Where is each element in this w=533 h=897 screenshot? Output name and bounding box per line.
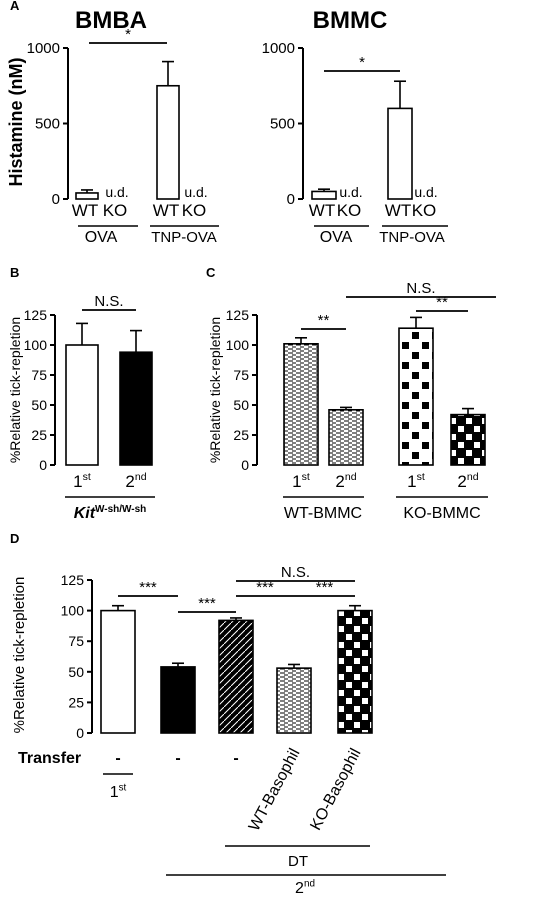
panel-b-y-tick-label: 25 — [31, 427, 47, 443]
panel-a2-title: BMMC — [313, 7, 388, 34]
panel-c-y-tick-label: 0 — [241, 457, 249, 473]
panel-b-x-label: 1st — [73, 471, 91, 491]
panel-c-group-label: KO-BMMC — [403, 505, 480, 522]
panel-a-group-label: TNP-OVA — [151, 229, 217, 246]
panel-c-y-tick-label: 125 — [226, 307, 250, 323]
panel-b-bar — [119, 351, 153, 466]
panel-c-x-label: 2nd — [335, 471, 356, 491]
panel-c-significance-label: N.S. — [406, 280, 435, 297]
panel-a-y-tick-label: 0 — [52, 191, 60, 208]
panel-c-x-label: 2nd — [457, 471, 478, 491]
panel-letter: C — [206, 265, 216, 280]
panel-a2-bar — [311, 190, 337, 200]
panel-c-y-tick-label: 75 — [233, 367, 249, 383]
panel-c-significance-label: ** — [318, 312, 330, 329]
panel-a-x-label: KO — [182, 201, 207, 220]
panel-a2-ud-label: u.d. — [339, 184, 362, 200]
panel-a-y-tick-label: 500 — [35, 116, 60, 133]
panel-c-bar — [328, 408, 364, 466]
panel-a-x-label: WT — [72, 201, 98, 220]
panel-a-y-tick-label: 1000 — [27, 40, 60, 57]
panel-c-x-label: 1st — [407, 471, 425, 491]
panel-c-bar — [398, 327, 434, 466]
panel-c-y-tick-label: 100 — [226, 337, 250, 353]
panel-a2-x-label: KO — [337, 201, 362, 220]
panel-d-y-tick-label: 100 — [61, 603, 85, 619]
panel-d-y-label: %Relative tick-repletion — [11, 577, 28, 734]
panel-a2-x-label: WT — [385, 201, 411, 220]
panel-d-bar — [337, 609, 373, 734]
panel-d-y-tick-label: 25 — [68, 694, 84, 710]
panel-b-y-tick-label: 125 — [24, 307, 48, 323]
panel-a-ud-label: u.d. — [184, 184, 207, 200]
panel-b-significance-label: N.S. — [94, 293, 123, 310]
panel-c-bar — [283, 342, 319, 466]
panel-a-bar — [75, 192, 99, 200]
panel-letter: D — [10, 531, 19, 546]
panel-d-transfer-label: - — [233, 750, 238, 767]
panel-a2-group-label: TNP-OVA — [379, 229, 445, 246]
panel-a-bar — [156, 84, 180, 200]
panel-d-significance-label: *** — [139, 579, 157, 596]
panel-d-bar — [100, 609, 136, 734]
panel-d-row-label: Transfer — [18, 750, 81, 767]
panel-d-transfer-label: - — [115, 750, 120, 767]
panel-b-y-tick-label: 0 — [39, 457, 47, 473]
panel-d-second-label: 2nd — [295, 878, 315, 897]
panel-c-significance-label: ** — [436, 294, 448, 311]
panel-a2-group-label: OVA — [320, 229, 353, 246]
panel-a2-x-label: WT — [309, 201, 335, 220]
panel-a-y-label: Histamine (nM) — [6, 57, 26, 186]
panel-d-y-tick-label: 75 — [68, 633, 84, 649]
panel-b-x-label: 2nd — [125, 471, 146, 491]
panel-d-significance-label: *** — [316, 579, 334, 596]
panel-d-transfer-label: KO-Basophil — [307, 746, 364, 833]
panel-d-transfer-label: - — [175, 750, 180, 767]
panel-c-group-label: WT-BMMC — [284, 505, 362, 522]
panel-letter: B — [10, 265, 19, 280]
panel-d-dt-label: DT — [288, 853, 308, 870]
panel-d-significance-label: *** — [198, 595, 216, 612]
panel-d-bar — [160, 666, 196, 734]
panel-a2-significance-label: * — [359, 54, 365, 71]
panel-b-group-label: KitW-sh/W-sh — [74, 504, 147, 522]
panel-c-y-tick-label: 50 — [233, 397, 249, 413]
panel-c-y-label: %Relative tick-repletion — [207, 317, 223, 463]
panel-b-y-tick-label: 75 — [31, 367, 47, 383]
panel-b-y-label: %Relative tick-repletion — [7, 317, 23, 463]
panel-d-transfer-label: WT-Basophil — [246, 746, 304, 834]
panel-d-significance-label: N.S. — [281, 564, 310, 581]
panel-a2-bar — [387, 107, 413, 200]
panel-a-x-label: WT — [153, 201, 179, 220]
panel-c-x-label: 1st — [292, 471, 310, 491]
panel-d-bar — [276, 667, 312, 734]
panel-a-title: BMBA — [75, 7, 147, 34]
panel-a2-x-label: KO — [412, 201, 437, 220]
panel-a2-y-tick-label: 500 — [270, 116, 295, 133]
panel-a2-ud-label: u.d. — [414, 184, 437, 200]
panel-b-bar — [65, 344, 99, 466]
panel-a2-y-tick-label: 0 — [287, 191, 295, 208]
panel-d-significance-label: *** — [256, 579, 274, 596]
panel-a-x-label: KO — [103, 201, 128, 220]
panel-letter: A — [10, 0, 20, 13]
panel-b-y-tick-label: 50 — [31, 397, 47, 413]
panel-b-y-tick-label: 100 — [24, 337, 48, 353]
panel-d-y-tick-label: 0 — [76, 725, 84, 741]
panel-d-first-label: 1st — [110, 782, 127, 801]
panel-c-y-tick-label: 25 — [233, 427, 249, 443]
panel-a2-y-tick-label: 1000 — [262, 40, 295, 57]
panel-d-bar — [218, 619, 254, 734]
panel-a-group-label: OVA — [85, 229, 118, 246]
panel-a-significance-label: * — [125, 26, 131, 43]
panel-a-ud-label: u.d. — [105, 184, 128, 200]
panel-c-bar — [450, 413, 486, 466]
panel-d-y-tick-label: 50 — [68, 664, 84, 680]
panel-d-y-tick-label: 125 — [61, 572, 85, 588]
